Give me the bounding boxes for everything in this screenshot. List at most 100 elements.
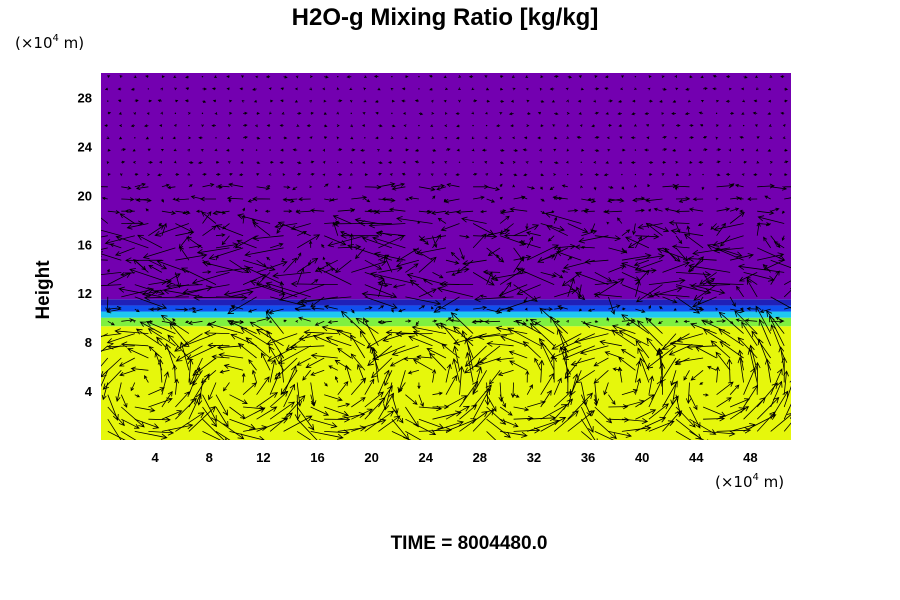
- wind-vector: [145, 75, 149, 78]
- y-tick-label: 4: [85, 384, 93, 399]
- wind-vector: [564, 357, 582, 380]
- wind-vector: [661, 112, 665, 115]
- wind-vector: [593, 382, 600, 405]
- wind-vector: [662, 148, 668, 152]
- wind-vector: [327, 235, 365, 248]
- wind-vector: [498, 136, 502, 139]
- wind-vector: [324, 75, 329, 79]
- wind-vector: [417, 136, 421, 140]
- wind-vector: [148, 264, 163, 273]
- wind-vector: [675, 296, 701, 314]
- wind-vector: [510, 124, 514, 128]
- wind-vector: [378, 124, 383, 128]
- wind-vector: [575, 369, 596, 384]
- wind-vector: [130, 124, 135, 128]
- wind-vector: [472, 370, 487, 395]
- wind-vector: [242, 259, 276, 272]
- wind-vector: [101, 259, 108, 261]
- wind-vector: [119, 369, 135, 377]
- wind-vector: [101, 235, 108, 238]
- wind-vector: [675, 173, 680, 177]
- wind-vector: [768, 124, 772, 127]
- wind-vector: [525, 75, 529, 78]
- wind-vector: [566, 112, 570, 115]
- wind-vector: [229, 259, 250, 274]
- wind-vector: [412, 359, 433, 371]
- wind-vector: [134, 99, 139, 103]
- wind-vector: [213, 307, 217, 311]
- wind-vector: [229, 319, 245, 325]
- wind-vector: [230, 333, 257, 347]
- wind-vector: [389, 357, 406, 367]
- wind-vector: [229, 406, 246, 419]
- wind-vector: [207, 342, 230, 349]
- wind-vector: [675, 247, 688, 262]
- wind-vector: [101, 217, 109, 224]
- wind-vector: [101, 251, 122, 261]
- wind-vector: [510, 99, 515, 103]
- wind-vector: [458, 161, 461, 164]
- wind-vector: [229, 173, 233, 176]
- wind-vector: [715, 124, 719, 127]
- wind-vector: [107, 100, 109, 102]
- wind-vector: [529, 322, 555, 347]
- x-tick-label: 44: [689, 450, 704, 465]
- wind-vector: [161, 423, 194, 432]
- wind-vector: [500, 209, 507, 213]
- wind-vector: [211, 354, 230, 360]
- wind-vector: [218, 352, 244, 359]
- wind-vector: [593, 357, 609, 367]
- wind-vector: [753, 173, 758, 177]
- wind-vector: [119, 213, 136, 224]
- wind-vector: [431, 136, 435, 139]
- wind-vector: [539, 148, 542, 152]
- wind-vector: [101, 196, 108, 200]
- wind-vector: [416, 354, 433, 360]
- wind-vector: [581, 431, 593, 440]
- wind-vector: [428, 75, 433, 78]
- wind-vector: [240, 75, 244, 78]
- wind-vector: [364, 173, 369, 176]
- wind-vector: [418, 305, 426, 310]
- wind-vector: [192, 357, 217, 376]
- wind-vector: [499, 173, 503, 176]
- wind-vector: [675, 284, 712, 295]
- wind-vector: [414, 99, 419, 103]
- wind-vector: [685, 87, 690, 91]
- wind-vector: [740, 87, 744, 91]
- wind-vector: [364, 296, 398, 310]
- wind-vector: [580, 185, 583, 189]
- wind-vector: [730, 111, 735, 115]
- wind-vector: [525, 370, 530, 383]
- wind-vector: [148, 417, 171, 423]
- wind-vector: [471, 148, 475, 152]
- wind-vector: [294, 394, 301, 421]
- wind-vector: [644, 112, 649, 116]
- wind-vector: [409, 279, 433, 298]
- wind-vector: [202, 100, 207, 103]
- wind-vector: [567, 284, 586, 301]
- wind-vector: [584, 258, 609, 265]
- wind-vector: [378, 369, 390, 395]
- wind-vector: [175, 391, 190, 408]
- wind-vector: [186, 345, 217, 360]
- wind-vector: [201, 124, 205, 128]
- wind-vector: [337, 148, 343, 152]
- wind-vector: [471, 319, 487, 325]
- x-tick-label: 32: [527, 450, 541, 465]
- wind-vector: [540, 99, 545, 103]
- wind-vector: [648, 160, 654, 164]
- wind-vector: [648, 277, 686, 285]
- wind-vector: [202, 211, 212, 224]
- wind-vector: [178, 235, 190, 249]
- wind-vector: [350, 112, 352, 115]
- wind-vector: [213, 75, 217, 78]
- wind-vector: [364, 198, 371, 203]
- wind-vector: [770, 270, 780, 285]
- wind-vector: [347, 244, 393, 261]
- wind-vector: [256, 376, 270, 395]
- wind-vector: [567, 173, 569, 176]
- wind-vector: [710, 223, 717, 230]
- wind-vector: [101, 357, 122, 378]
- wind-vector: [295, 209, 311, 215]
